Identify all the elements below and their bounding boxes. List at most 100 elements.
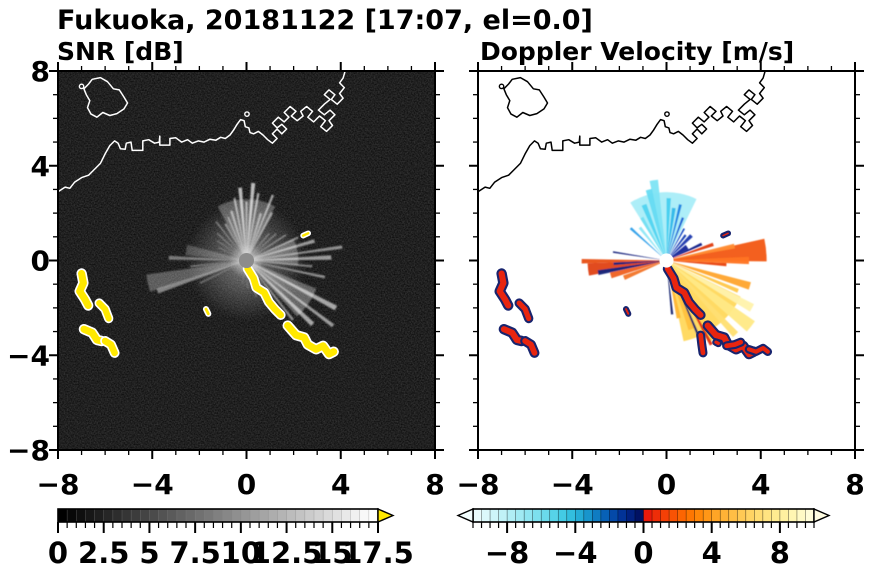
colorbar-segment [295, 508, 306, 523]
colorbar-segment [736, 508, 747, 523]
snr-streak [246, 194, 275, 261]
echo-chain [724, 339, 744, 349]
velocity-wedge [666, 204, 682, 261]
snr-streak [216, 232, 247, 261]
velocity-wedge [666, 217, 685, 261]
snr-streak [246, 239, 315, 261]
colorbar-tick-label: 15 [312, 536, 352, 570]
islet-dot [664, 111, 670, 118]
echo-chain [96, 300, 112, 322]
velocity-wedge [613, 260, 667, 266]
colorbar-segment [185, 508, 196, 523]
colorbar-tick-label: 7.5 [169, 536, 220, 570]
snr-streak [233, 197, 247, 261]
colorbar-segment [481, 508, 491, 523]
colorbar-tick-label: 8 [770, 536, 790, 570]
snr-streak [246, 260, 294, 321]
colorbar-segment [600, 508, 610, 523]
snr-streak [230, 210, 247, 261]
colorbar-segment [121, 508, 132, 523]
snr-streak [190, 260, 247, 268]
island-outline [83, 76, 129, 118]
colorbar-segment [523, 508, 534, 523]
echo-chain [301, 232, 310, 237]
y-tick-label: 0 [31, 245, 50, 278]
colorbar-segment [85, 508, 96, 523]
snr-streak [246, 236, 299, 261]
snr-streak [246, 193, 260, 261]
snr-streak [246, 245, 343, 261]
x-tick-label: 0 [237, 468, 256, 501]
colorbar-segment [313, 508, 324, 523]
colorbar-tick-label: 12.5 [251, 536, 323, 570]
velocity-wedge [666, 243, 735, 261]
echo-chain [714, 340, 720, 346]
colorbar-segment [322, 508, 333, 523]
snr-streak [185, 244, 247, 261]
radar-center-disc [659, 253, 674, 268]
snr-streak [246, 234, 287, 261]
x-tick-label: 8 [845, 468, 864, 501]
colorbar-segment [719, 508, 730, 523]
colorbar-segment [745, 508, 755, 523]
colorbar-segment [532, 508, 542, 523]
islet-dot [498, 83, 505, 90]
colorbar-segment [267, 508, 279, 523]
colorbar-segment [75, 508, 87, 523]
colorbar-segment [796, 508, 807, 523]
colorbar-segment [341, 508, 352, 523]
x-tick-label: −4 [551, 468, 594, 501]
x-tick-label: −8 [37, 468, 80, 501]
velocity-wedge [638, 226, 667, 261]
colorbar-tick-label: 10 [221, 536, 261, 570]
islet-dot [78, 83, 85, 90]
snr-streak [246, 260, 326, 279]
colorbar-segment [240, 508, 251, 523]
velocity-wedge [645, 188, 667, 261]
colorbar-segment [66, 508, 77, 523]
colorbar-segment [149, 508, 160, 523]
colorbar-segment [566, 508, 576, 523]
y-tick-label: 8 [31, 55, 50, 88]
colorbar-segment [771, 508, 781, 523]
colorbar-segment [515, 508, 525, 523]
snr-streak [245, 201, 248, 261]
velocity-wedge [640, 216, 667, 261]
velocity-wedge [666, 260, 751, 290]
island-outline [503, 76, 549, 118]
colorbar-segment [660, 508, 670, 523]
colorbar-segment [194, 508, 205, 523]
colorbar-segment [286, 508, 297, 523]
snr-streak [199, 260, 247, 284]
echo-chain [80, 325, 106, 345]
colorbar-segment [506, 508, 517, 523]
colorbar-segment [643, 508, 653, 523]
colorbar-segment [167, 508, 178, 523]
x-tick-label: −8 [457, 468, 500, 501]
colorbar-over-arrow [377, 507, 395, 524]
velocity-wedge [666, 260, 755, 332]
echo-chain [722, 232, 729, 237]
colorbar-segment [609, 508, 619, 523]
snr-streak [246, 212, 263, 261]
echo-chain [698, 332, 706, 356]
velocity-wedge [629, 227, 667, 261]
colorbar-segment [359, 508, 370, 523]
colorbar-segment [472, 508, 483, 523]
colorbar-tick-label: 2.5 [78, 536, 129, 570]
velocity-wedge [666, 260, 727, 267]
colorbar-segment [304, 508, 315, 523]
colorbar-segment [634, 508, 645, 523]
colorbar-segment [331, 508, 343, 523]
colorbar-segment [574, 508, 585, 523]
colorbar-tick-label: −4 [553, 536, 597, 570]
velocity-wedge [610, 260, 667, 279]
velocity-wedge [666, 198, 671, 261]
colorbar-segment [788, 508, 798, 523]
figure-title: Fukuoka, 20181122 [17:07, el=0.0] [57, 5, 593, 36]
y-tick-label: −4 [7, 339, 50, 372]
echo-chain [204, 307, 210, 316]
